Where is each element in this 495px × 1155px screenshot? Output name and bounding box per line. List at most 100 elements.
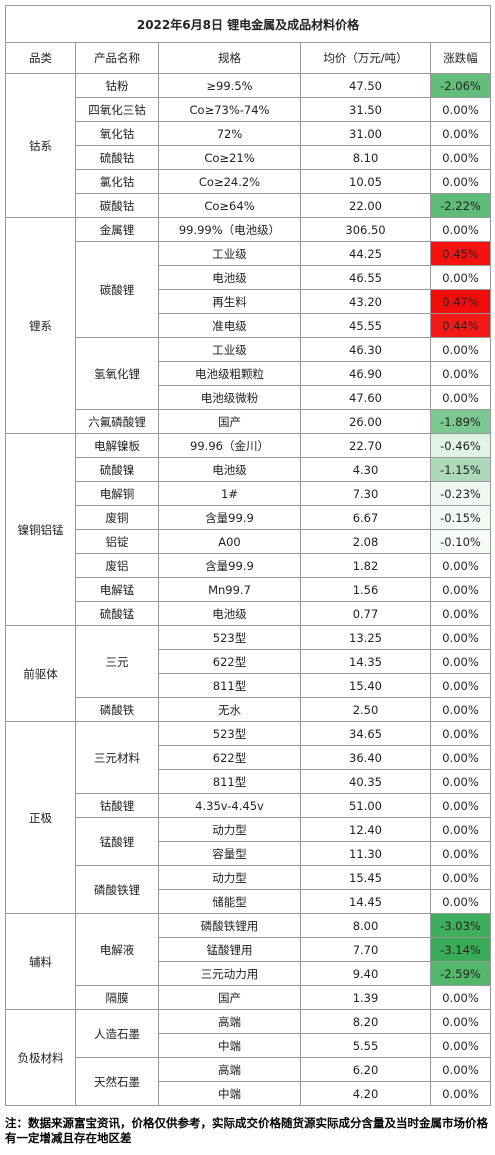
spec: 动力型: [158, 817, 301, 842]
product-name: 电解液: [75, 913, 159, 986]
change: 0.00%: [430, 1081, 491, 1106]
price: 7.30: [300, 481, 431, 506]
data-row: 六氟磷酸锂 国产 26.00 -1.89%: [6, 409, 491, 434]
product-name: 电解铜: [75, 481, 159, 506]
spec: 811型: [158, 769, 301, 794]
data-row: 天然石墨 高端 6.20 0.00%: [6, 1057, 491, 1106]
change: 0.00%: [430, 145, 491, 170]
change: 0.00%: [430, 553, 491, 578]
product-name: 碳酸锂: [75, 241, 159, 338]
change: 0.00%: [430, 889, 491, 914]
change: 0.00%: [430, 121, 491, 146]
spec: ≥99.5%: [158, 73, 301, 98]
data-row: 氯化钴 Co≥24.2% 10.05 0.00%: [6, 169, 491, 194]
price: 1.82: [300, 553, 431, 578]
product-name: 钴酸锂: [75, 793, 159, 818]
spec: 国产: [158, 985, 301, 1010]
change: -3.14%: [430, 937, 491, 962]
change: -2.22%: [430, 193, 491, 218]
spec: 含量99.9: [158, 505, 301, 530]
spec: 622型: [158, 649, 301, 674]
data-row: 隔膜 国产 1.39 0.00%: [6, 985, 491, 1010]
price: 9.40: [300, 961, 431, 986]
price: 40.35: [300, 769, 431, 794]
category: 镍铜铝锰: [5, 433, 76, 626]
price: 14.35: [300, 649, 431, 674]
price: 44.25: [300, 241, 431, 266]
data-row: 622型 14.35 0.00%: [6, 649, 491, 674]
price: 47.60: [300, 385, 431, 410]
spec: 622型: [158, 745, 301, 770]
price: 36.40: [300, 745, 431, 770]
change: 0.00%: [430, 673, 491, 698]
price: 51.00: [300, 793, 431, 818]
data-row: 废铝 含量99.9 1.82 0.00%: [6, 553, 491, 578]
data-row: 废铜 含量99.9 6.67 -0.15%: [6, 505, 491, 530]
price: 26.00: [300, 409, 431, 434]
price: 11.30: [300, 841, 431, 866]
change: -1.89%: [430, 409, 491, 434]
data-row: 容量型 11.30 0.00%: [6, 841, 491, 866]
data-row: 四氧化三钴 Co≥73%-74% 31.50 0.00%: [6, 97, 491, 122]
change: -1.15%: [430, 457, 491, 482]
spec: 811型: [158, 673, 301, 698]
product-name: 电解镍板: [75, 433, 159, 458]
change: 0.45%: [430, 241, 491, 266]
change: -0.46%: [430, 433, 491, 458]
product-name: 四氧化三钴: [75, 97, 159, 122]
spec: 中端: [158, 1081, 301, 1106]
change: 0.00%: [430, 745, 491, 770]
change: 0.00%: [430, 721, 491, 746]
price: 7.70: [300, 937, 431, 962]
data-row: 电池级 46.55 0.00%: [6, 265, 491, 290]
price: 306.50: [300, 217, 431, 242]
product-name: 天然石墨: [75, 1057, 159, 1106]
data-row: 铝锭 A00 2.08 -0.10%: [6, 529, 491, 554]
title-row: 2022年6月8日 锂电金属及成品材料价格: [5, 5, 491, 43]
product-name: 人造石墨: [75, 1009, 159, 1058]
data-row: 电池级微粉 47.60 0.00%: [6, 385, 491, 410]
spec: 99.99%（电池级）: [158, 217, 301, 242]
data-row: 碳酸钴 Co≥64% 22.00 -2.22%: [6, 193, 491, 218]
price: 8.00: [300, 913, 431, 938]
header-row: 品类 产品名称 规格 均价（万元/吨） 涨跌幅: [5, 42, 491, 74]
spec: 无水: [158, 697, 301, 722]
price: 2.50: [300, 697, 431, 722]
spec: A00: [158, 529, 301, 554]
price: 22.00: [300, 193, 431, 218]
data-row: 811型 40.35 0.00%: [6, 769, 491, 794]
price: 4.20: [300, 1081, 431, 1106]
spec: 含量99.9: [158, 553, 301, 578]
price: 46.30: [300, 337, 431, 362]
spec: Co≥24.2%: [158, 169, 301, 194]
spec: 储能型: [158, 889, 301, 914]
data-row: 中端 4.20 0.00%: [6, 1081, 491, 1106]
product-name: 废铜: [75, 505, 159, 530]
data-row: 辅料 电解液 磷酸铁锂用 8.00 -3.03%: [5, 913, 491, 1010]
product-name: 三元材料: [75, 721, 159, 794]
change: 0.00%: [430, 865, 491, 890]
spec: 中端: [158, 1033, 301, 1058]
change: 0.00%: [430, 769, 491, 794]
change: 0.44%: [430, 313, 491, 338]
spec: 三元动力用: [158, 961, 301, 986]
spec: 工业级: [158, 337, 301, 362]
price-table: 2022年6月8日 锂电金属及成品材料价格 品类 产品名称 规格 均价（万元/吨） 涨跌…: [5, 5, 491, 1106]
change: -0.23%: [430, 481, 491, 506]
product-name: 磷酸铁: [75, 697, 159, 722]
table-title: 2022年6月8日 锂电金属及成品材料价格: [5, 5, 491, 43]
price: 47.50: [300, 73, 431, 98]
data-row: 钴酸锂 4.35v-4.45v 51.00 0.00%: [6, 793, 491, 818]
price: 8.20: [300, 1009, 431, 1034]
data-row: 碳酸锂 工业级 44.25 0.45%: [6, 241, 491, 338]
change: 0.00%: [430, 1057, 491, 1082]
change: -2.59%: [430, 961, 491, 986]
data-row: 储能型 14.45 0.00%: [6, 889, 491, 914]
price: 6.67: [300, 505, 431, 530]
change: 0.00%: [430, 265, 491, 290]
price: 15.40: [300, 673, 431, 698]
spec: 再生料: [158, 289, 301, 314]
data-row: 氧化钴 72% 31.00 0.00%: [6, 121, 491, 146]
category: 钴系: [5, 73, 76, 218]
